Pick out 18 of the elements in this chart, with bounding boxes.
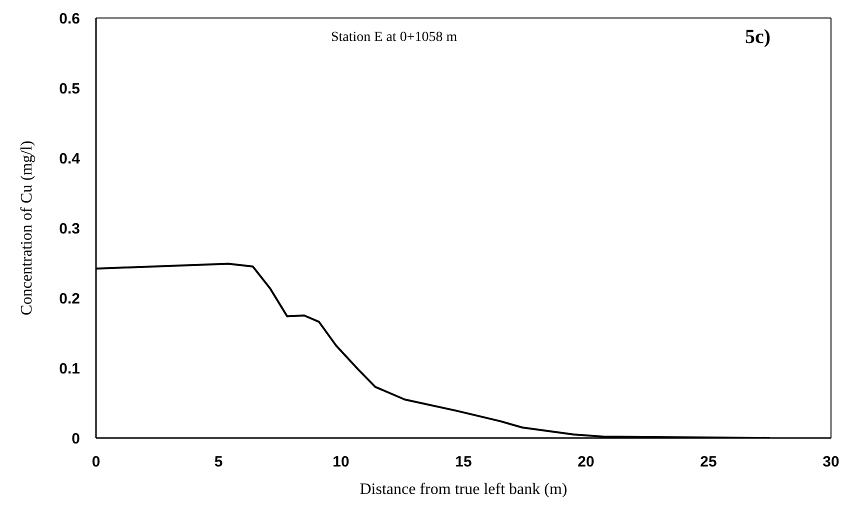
y-tick-label: 0.5: [59, 80, 80, 98]
x-tick-label: 25: [700, 454, 717, 471]
x-tick-label: 20: [578, 454, 594, 471]
x-tick-label: 0: [92, 454, 100, 471]
y-tick-label: 0.1: [59, 360, 80, 378]
y-axis-title: Concentration of Cu (mg/l): [18, 140, 36, 316]
annotation: 5c): [745, 26, 771, 49]
x-tick-label: 5: [214, 454, 223, 471]
x-tick-label: 30: [822, 454, 840, 471]
y-tick-label: 0.2: [59, 290, 80, 308]
y-tick-label: 0: [72, 430, 80, 448]
x-tick-label: 15: [455, 454, 472, 471]
y-tick-label: 0.6: [59, 10, 80, 28]
y-tick-label: 0.3: [59, 220, 80, 238]
x-axis-title: Distance from true left bank (m): [360, 481, 568, 498]
annotation: Station E at 0+1058 m: [331, 30, 458, 46]
y-tick-label: 0.4: [59, 150, 81, 168]
x-tick-label: 10: [332, 454, 350, 471]
